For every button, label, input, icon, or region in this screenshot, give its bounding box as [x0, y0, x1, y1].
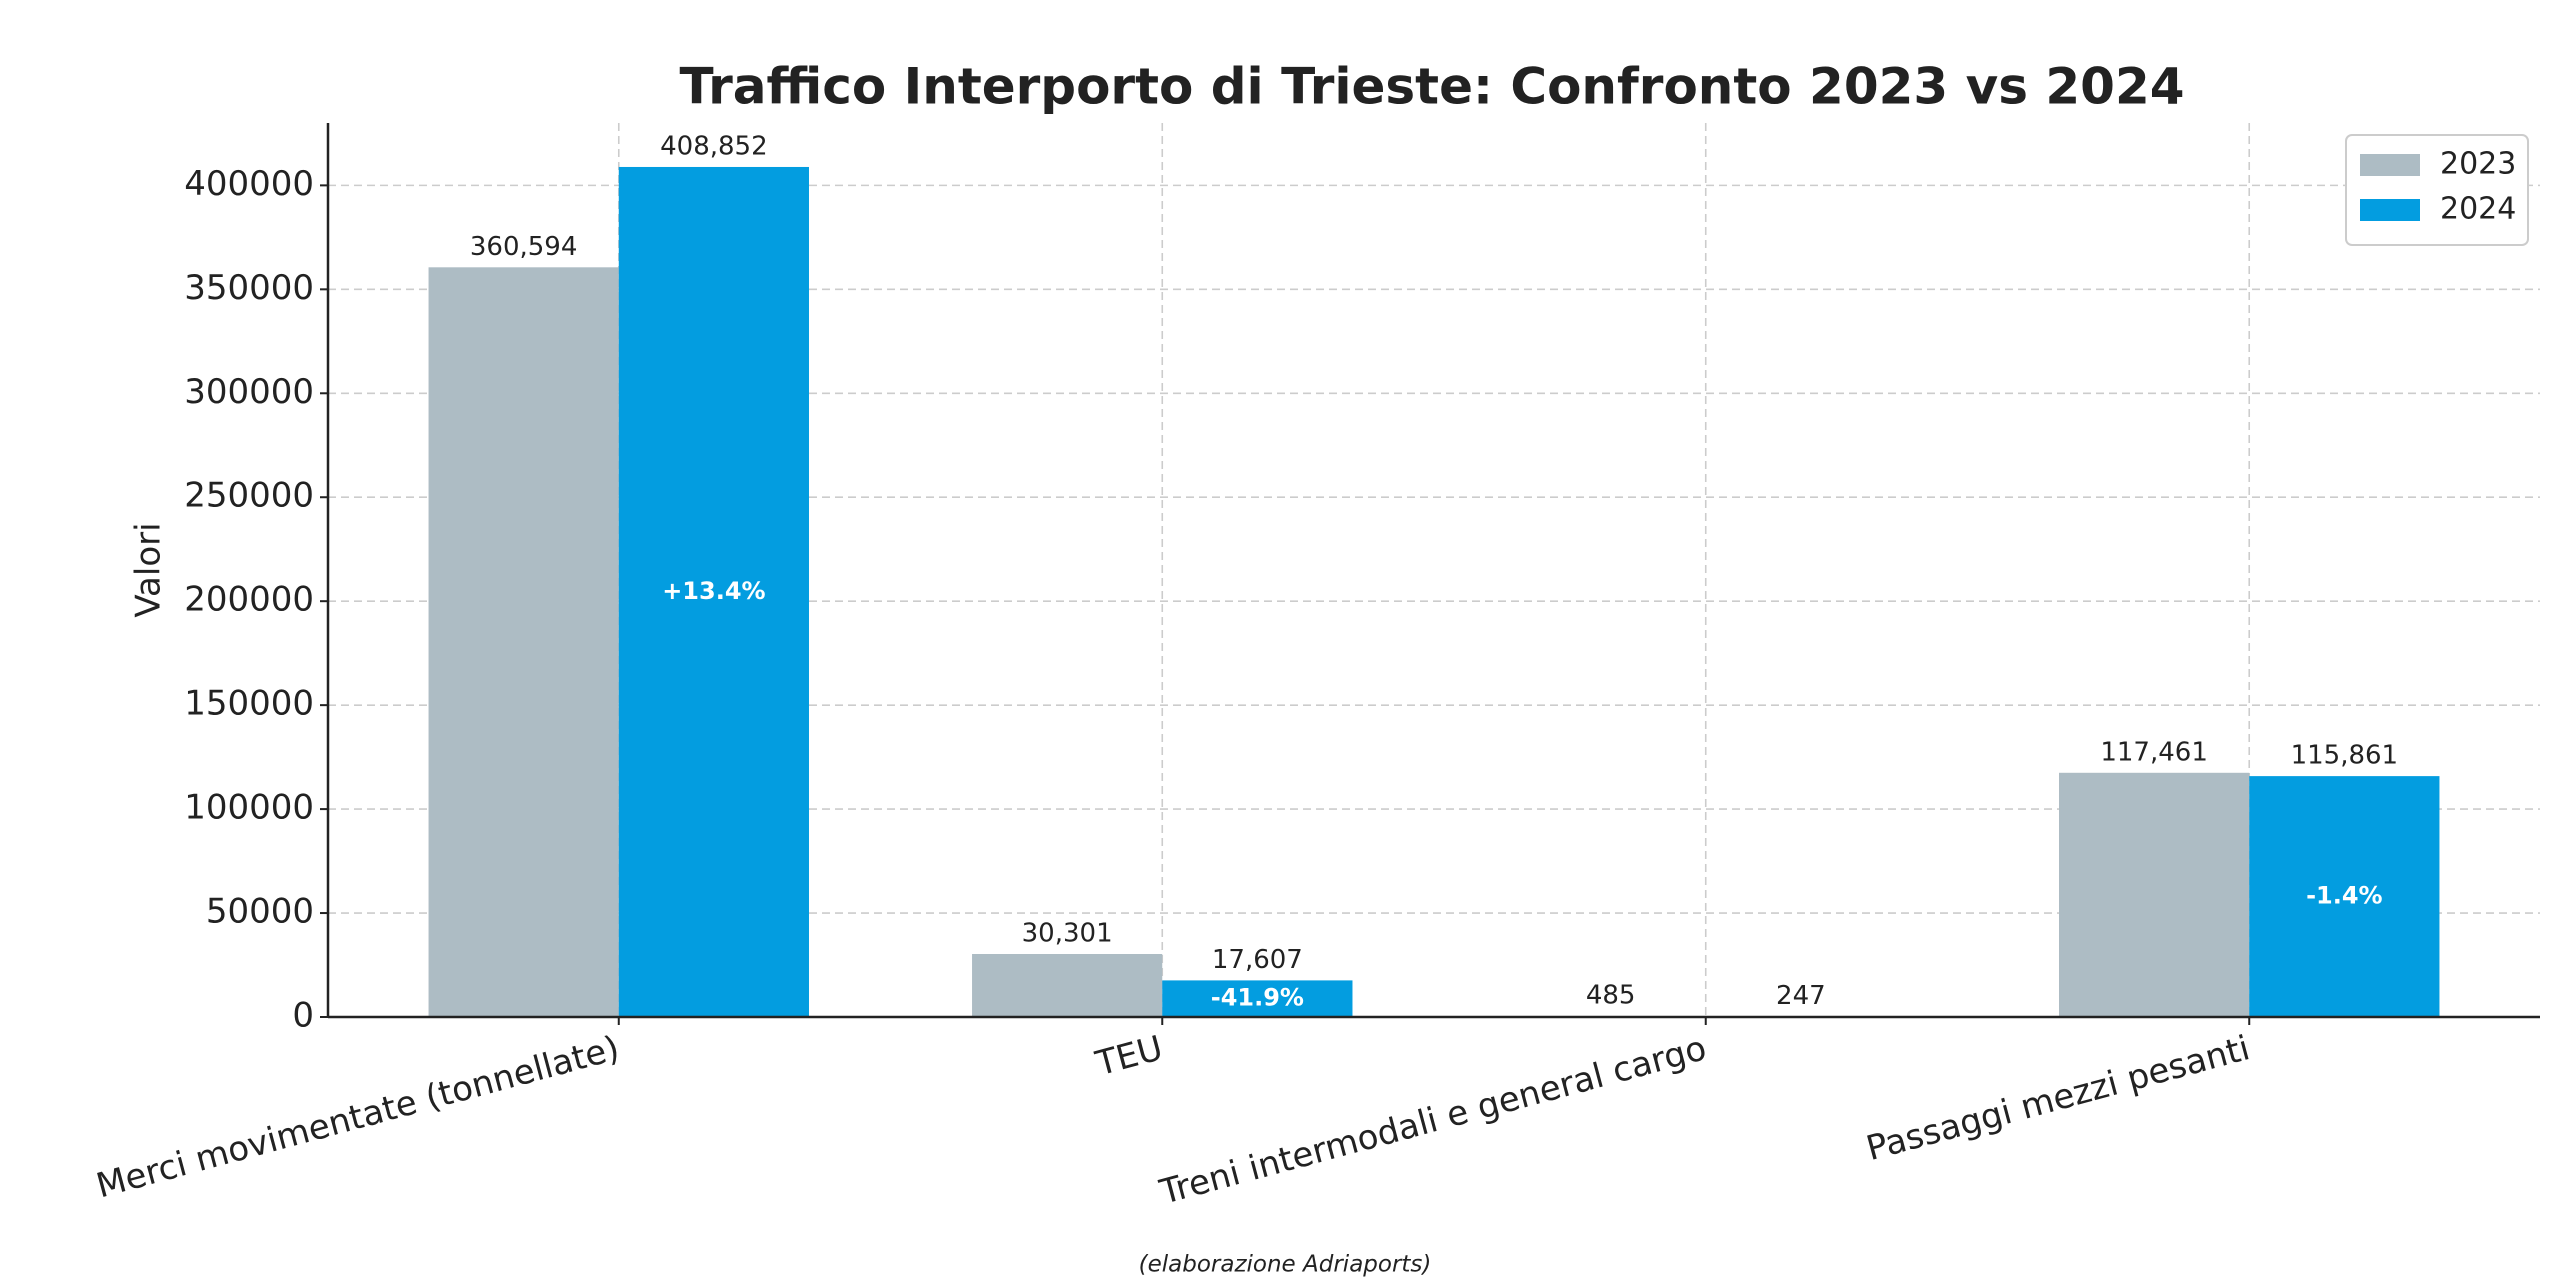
value-label: 115,861 — [2291, 741, 2399, 771]
change-label: -41.9% — [1211, 984, 1304, 1012]
legend-swatch — [2360, 199, 2420, 221]
bar — [972, 954, 1163, 1017]
y-tick-label: 250000 — [184, 476, 314, 516]
change-label: -49.1% — [1754, 1002, 1847, 1030]
footnote: (elaborazione Adriaports) — [1139, 1252, 1432, 1278]
x-tick-label: Treni intermodali e general cargo — [1155, 1028, 1711, 1213]
value-label: 247 — [1776, 981, 1826, 1011]
legend-swatch — [2360, 154, 2420, 176]
y-tick-label: 150000 — [184, 684, 314, 724]
bar — [2059, 772, 2250, 1017]
x-tick-label: Merci movimentate (tonnellate) — [92, 1028, 623, 1206]
y-tick-label: 300000 — [184, 372, 314, 412]
bar — [428, 267, 619, 1017]
y-tick-label: 0 — [292, 996, 314, 1036]
y-axis-label: Valori — [129, 522, 169, 617]
legend-label: 2024 — [2440, 192, 2516, 227]
value-label: 485 — [1586, 980, 1636, 1010]
change-label: +13.4% — [662, 577, 765, 605]
change-label: -1.4% — [2306, 882, 2383, 910]
x-tick-label: TEU — [1091, 1028, 1167, 1084]
value-label: 30,301 — [1022, 919, 1113, 949]
y-tick-label: 50000 — [206, 892, 314, 932]
y-tick-label: 350000 — [184, 268, 314, 308]
bar — [1162, 980, 1353, 1017]
y-tick-label: 400000 — [184, 164, 314, 204]
y-tick-label: 200000 — [184, 580, 314, 620]
bar — [618, 166, 809, 1018]
y-tick-label: 100000 — [184, 788, 314, 828]
value-label: 360,594 — [470, 232, 578, 262]
value-label: 17,607 — [1212, 945, 1303, 975]
legend-label: 2023 — [2440, 147, 2516, 182]
x-tick-label: Passaggi mezzi pesanti — [1862, 1028, 2254, 1169]
value-label: 408,852 — [660, 131, 768, 161]
bar — [2249, 776, 2440, 1017]
value-label: 117,461 — [2100, 737, 2208, 767]
chart-title: Traffico Interporto di Trieste: Confront… — [679, 58, 2184, 116]
